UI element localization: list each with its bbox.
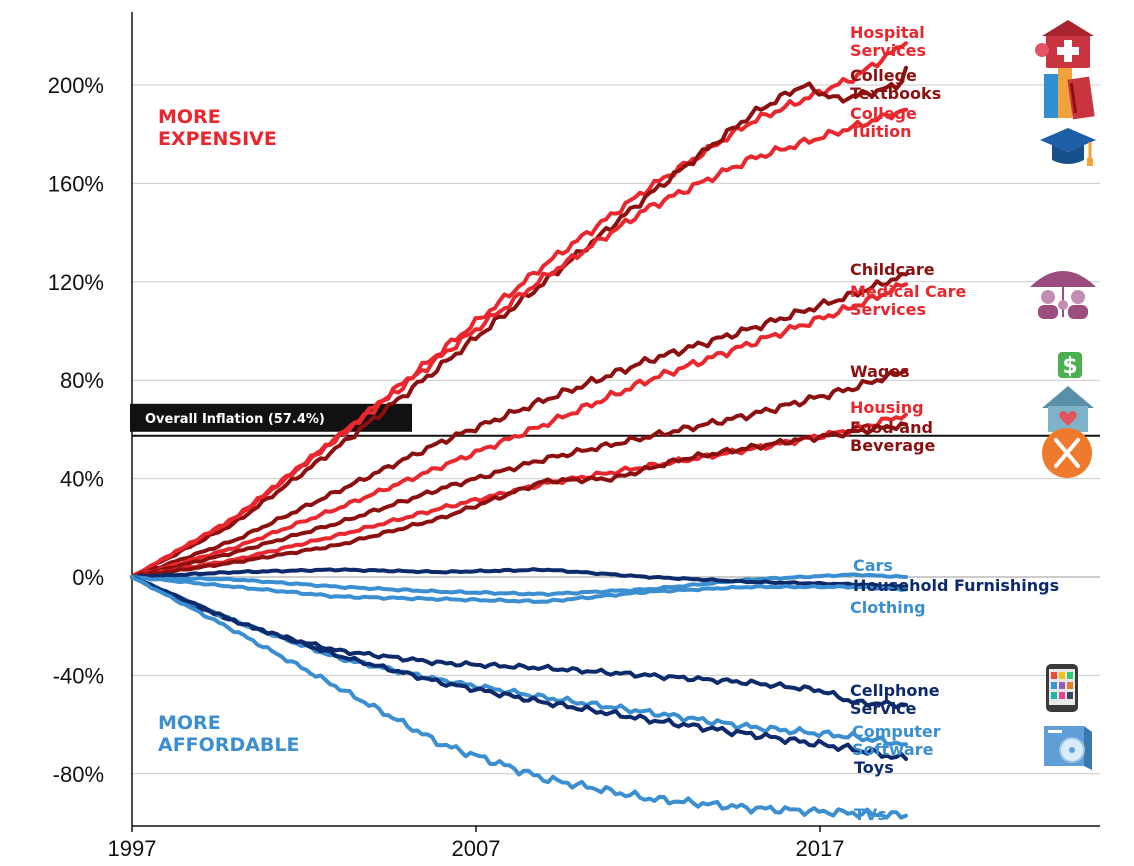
series-line-housing [130,412,908,579]
series-label-clothing: Clothing [850,598,926,617]
y-tick-label: 160% [48,171,104,196]
series-line-college-tuition [130,107,908,579]
series-label-tvs: TVs [854,805,887,824]
series-label-wages: Wages [850,362,910,381]
software-icon [1044,726,1092,770]
series-line-childcare [130,272,908,579]
series-line-toys [130,575,908,761]
series-line-hospital-services [130,41,908,579]
series-label-medical-care-services: Medical Care Services [850,282,966,319]
y-tick-label: 40% [60,467,104,492]
y-tick-label: 200% [48,73,104,98]
textbooks-icon [1044,68,1095,120]
overall-inflation-label: Overall Inflation (57.4%) [145,412,325,427]
svg-text:$: $ [1062,354,1077,379]
series-label-cars: Cars [853,556,893,575]
zone-labels: MORE EXPENSIVE MORE AFFORDABLE [158,106,300,756]
series-label-college-tuition: College Tuition [850,104,917,141]
house-icon [1042,386,1094,432]
series-line-tvs [130,575,908,820]
cellphone-icon [1046,664,1078,712]
y-tick-label: -80% [53,762,104,787]
series-line-household-furnishings [130,567,908,589]
series-lines [130,41,908,820]
y-tick-label: -40% [53,663,104,688]
series-label-household-furnishings: Household Furnishings [853,576,1059,595]
family-umbrella-icon [1030,271,1096,319]
x-tick-label: 1997 [108,836,157,861]
series-line-medical-care-services [130,282,908,579]
x-tick-label: 2007 [452,836,501,861]
overall-inflation-marker: Overall Inflation (57.4%) [130,403,1100,437]
axes: 200% 160% 120% 80% 40% 0% -40% -80% 1997 2007 2017 [48,12,1100,861]
category-icons: $ [1030,20,1096,770]
y-tick-label: 120% [48,270,104,295]
series-label-food-and-beverage: Food and Beverage [850,418,935,455]
series-label-computer-software: Computer Software [852,722,941,759]
series-label-cellphone-service: Cellphone Service [850,681,940,718]
dollar-icon: $ [1058,352,1082,379]
y-tick-label: 80% [60,368,104,393]
series-label-college-textbooks: College Textbooks [850,66,941,103]
series-line-cars [130,572,908,598]
series-label-childcare: Childcare [850,260,935,279]
graduation-cap-icon [1040,128,1096,166]
series-line-college-textbooks [130,65,908,579]
hospital-icon [1035,20,1094,68]
x-tick-label: 2017 [796,836,845,861]
series-line-cellphone-service [130,575,908,710]
series-label-housing: Housing [850,398,924,417]
series-line-wages [130,368,908,579]
series-label-hospital-services: Hospital Services [850,23,926,60]
series-line-food-and-beverage [130,421,908,579]
food-icon [1042,428,1092,478]
y-tick-label: 0% [72,565,104,590]
more-expensive-label: MORE EXPENSIVE [158,106,277,150]
more-affordable-label: MORE AFFORDABLE [158,712,300,756]
series-label-toys: Toys [854,758,894,777]
series-line-clothing [130,575,908,604]
